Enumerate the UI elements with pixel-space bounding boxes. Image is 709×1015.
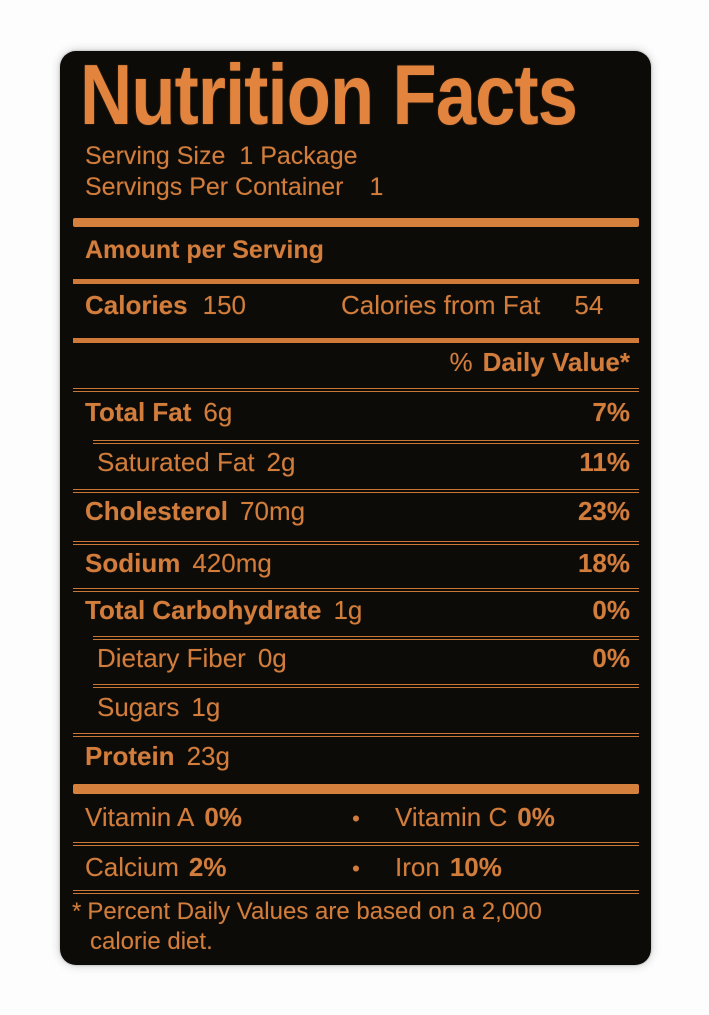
nutrient-amount: 70mg bbox=[240, 496, 306, 526]
calories-value: 150 bbox=[202, 290, 246, 320]
nutrient-daily-value: 7% bbox=[592, 397, 630, 427]
nutrient-daily-value: 0% bbox=[592, 643, 630, 673]
vitamin-row: Vitamin A 0% • Vitamin C 0% bbox=[85, 802, 630, 834]
vitamin-a-label: Vitamin A bbox=[85, 802, 195, 832]
divider-thick-top bbox=[73, 218, 639, 227]
nutrient-name: Cholesterol bbox=[85, 496, 229, 526]
nutrient-daily-value: 11% bbox=[579, 447, 630, 477]
amount-per-serving-row: Amount per Serving bbox=[85, 235, 630, 265]
footnote-text: Percent Daily Values are based on a 2,00… bbox=[87, 898, 542, 955]
nutrient-row-total-carbohydrate: Total Carbohydrate 1g 0% bbox=[85, 595, 630, 625]
calories-row: Calories 150 Calories from Fat 54 bbox=[85, 290, 630, 320]
vitamin-c-value: 0% bbox=[517, 802, 555, 832]
divider-thin bbox=[73, 890, 639, 894]
bullet-separator: • bbox=[352, 856, 360, 881]
nutrient-amount: 23g bbox=[186, 741, 230, 771]
nutrient-name: Total Fat bbox=[85, 397, 192, 427]
nutrient-row-dietary-fiber: Dietary Fiber 0g 0% bbox=[97, 643, 630, 673]
daily-value-percent-sign: % bbox=[449, 347, 473, 377]
minerals-row: Calcium 2% • Iron 10% bbox=[85, 852, 630, 884]
serving-size-row: Serving Size 1 Package bbox=[85, 141, 630, 171]
label-title: Nutrition Facts bbox=[80, 48, 578, 143]
nutrient-name: Sugars bbox=[97, 692, 180, 722]
daily-value-footnote: * Percent Daily Values are based on a 2,0… bbox=[72, 897, 606, 957]
divider-thin bbox=[73, 489, 639, 493]
divider-medium bbox=[73, 279, 639, 284]
servings-per-container-label: Servings Per Container bbox=[85, 173, 344, 201]
calories-from-fat-value: 54 bbox=[574, 290, 604, 320]
amount-per-serving-label: Amount per Serving bbox=[85, 236, 324, 264]
nutrient-daily-value: 18% bbox=[577, 548, 630, 578]
nutrient-name: Sodium bbox=[85, 548, 181, 578]
nutrient-row-sodium: Sodium 420mg 18% bbox=[85, 548, 630, 578]
nutrient-amount: 420mg bbox=[192, 548, 272, 578]
vitamin-c-label: Vitamin C bbox=[395, 802, 508, 832]
nutrient-daily-value: 0% bbox=[592, 595, 630, 625]
servings-per-container-value: 1 bbox=[369, 173, 384, 201]
divider-thin-indented bbox=[93, 636, 639, 640]
serving-size-value: 1 Package bbox=[239, 142, 358, 170]
divider-thin bbox=[73, 733, 639, 737]
nutrient-amount: 0g bbox=[257, 643, 287, 673]
daily-value-header-text: Daily Value* bbox=[482, 347, 630, 377]
calories-from-fat-label: Calories from Fat bbox=[341, 290, 541, 320]
iron-value: 10% bbox=[449, 852, 502, 882]
calcium-label: Calcium bbox=[85, 852, 179, 882]
nutrient-row-sugars: Sugars 1g bbox=[97, 692, 630, 722]
nutrient-amount: 2g bbox=[266, 447, 296, 477]
divider-thin bbox=[73, 388, 639, 392]
nutrient-amount: 1g bbox=[333, 595, 363, 625]
nutrient-amount: 6g bbox=[203, 397, 233, 427]
nutrient-row-saturated-fat: Saturated Fat 2g 11% bbox=[97, 447, 630, 477]
serving-size-label: Serving Size bbox=[85, 142, 226, 170]
nutrient-row-protein: Protein 23g bbox=[85, 741, 630, 771]
nutrient-name: Protein bbox=[85, 741, 175, 771]
nutrient-name: Dietary Fiber bbox=[97, 643, 246, 673]
divider-thin bbox=[73, 588, 639, 592]
divider-thin bbox=[73, 541, 639, 545]
nutrient-daily-value: 23% bbox=[577, 496, 630, 526]
divider-medium bbox=[73, 338, 639, 343]
calcium-value: 2% bbox=[188, 852, 227, 882]
nutrient-row-total-fat: Total Fat 6g 7% bbox=[85, 397, 630, 427]
bullet-separator: • bbox=[352, 806, 360, 831]
nutrient-row-cholesterol: Cholesterol 70mg 23% bbox=[85, 496, 630, 526]
daily-value-header: % Daily Value* bbox=[85, 347, 630, 377]
servings-per-container-row: Servings Per Container 1 bbox=[85, 172, 630, 202]
vitamin-a-value: 0% bbox=[204, 802, 242, 832]
divider-thin-indented bbox=[93, 440, 639, 444]
footnote-star: * bbox=[72, 898, 82, 925]
nutrient-amount: 1g bbox=[191, 692, 221, 722]
divider-thick-bottom bbox=[73, 784, 639, 794]
divider-thin bbox=[73, 842, 639, 846]
divider-thin-indented bbox=[93, 684, 639, 688]
nutrient-name: Total Carbohydrate bbox=[85, 595, 322, 625]
nutrition-facts-label: Nutrition Facts Serving Size 1 Package S… bbox=[60, 51, 651, 965]
calories-label: Calories bbox=[85, 290, 188, 320]
iron-label: Iron bbox=[395, 852, 440, 882]
nutrient-name: Saturated Fat bbox=[97, 447, 255, 477]
